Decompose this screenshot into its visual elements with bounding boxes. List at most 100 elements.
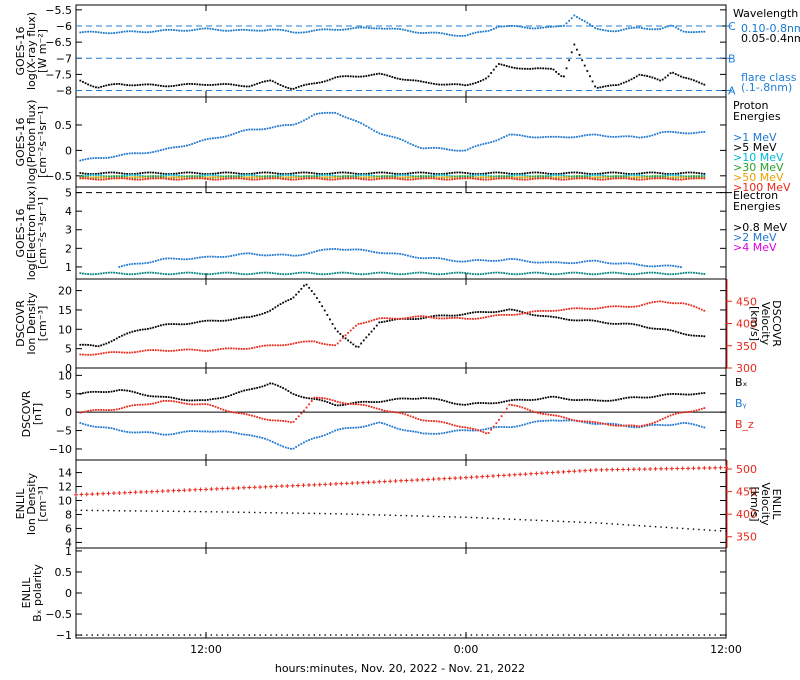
dscovr_mag-point (401, 429, 404, 431)
xray-point (412, 79, 415, 82)
proton-point (352, 177, 355, 180)
electron-frame (75, 186, 727, 280)
dscovr_mag-point (615, 399, 617, 401)
dscovr_plasma-point (115, 351, 118, 354)
dscovr_mag-point (568, 419, 571, 422)
dscovr_plasma-point (550, 315, 552, 318)
electron-point (277, 253, 279, 256)
proton-point (529, 171, 532, 174)
electron-point (199, 256, 201, 259)
enlil_bx-point (199, 634, 202, 636)
dscovr_mag-point (651, 422, 654, 425)
dscovr_mag-point (664, 416, 667, 419)
dscovr_mag-point (469, 427, 472, 430)
dscovr_mag-frame (75, 367, 727, 461)
proton-point (583, 172, 586, 175)
electron-point (609, 271, 612, 274)
proton-point (149, 151, 152, 154)
proton-point (157, 172, 160, 175)
dscovr_plasma-point (152, 326, 155, 329)
proton-point (425, 177, 428, 179)
xray-point (342, 28, 344, 31)
proton-point (643, 178, 646, 181)
dscovr_mag-point (500, 426, 503, 428)
dscovr_mag-point (300, 412, 303, 415)
electron-point (287, 273, 290, 276)
proton-point (386, 177, 389, 179)
electron-point (180, 258, 183, 261)
electron-point (123, 264, 126, 267)
dscovr_mag-point (695, 409, 698, 412)
electron-point (316, 272, 318, 275)
electron-point (206, 255, 209, 258)
dscovr_plasma-point (615, 305, 617, 308)
proton-point (199, 140, 201, 143)
dscovr_plasma-point (139, 350, 142, 353)
proton-point (316, 174, 318, 177)
electron-point (466, 272, 469, 275)
proton-point (500, 177, 503, 180)
proton-point (352, 175, 355, 178)
dscovr_plasma-point (87, 343, 90, 346)
proton-point (209, 174, 212, 176)
dscovr_plasma-point (316, 341, 318, 344)
dscovr_plasma-point (115, 337, 118, 340)
xray-point (131, 30, 134, 33)
xray-point (110, 32, 113, 35)
dscovr_mag-point (698, 425, 701, 427)
xray-point (659, 79, 662, 82)
dscovr_plasma-point (682, 302, 685, 305)
proton-point (100, 174, 103, 177)
proton-point (612, 175, 615, 178)
dscovr_mag-point (204, 399, 207, 402)
proton-point (661, 131, 664, 134)
proton-point (682, 176, 685, 179)
electron-point (555, 261, 558, 264)
electron-point (464, 260, 467, 263)
xray-point (310, 82, 313, 85)
dscovr_mag-point (222, 408, 225, 411)
dscovr_mag-point (438, 398, 441, 401)
xray-point (651, 76, 654, 79)
dscovr_mag-point (313, 396, 316, 399)
proton-point (459, 177, 461, 180)
dscovr_mag-point (365, 404, 368, 407)
dscovr_mag-point (589, 398, 591, 401)
proton-point (329, 111, 331, 114)
dscovr_mag-point (565, 398, 568, 401)
xray-point (560, 25, 563, 28)
xray-point (235, 29, 238, 32)
proton-point (555, 135, 558, 138)
dscovr_plasma-point (492, 311, 495, 314)
dscovr_mag-point (277, 419, 279, 422)
xray-point (308, 83, 311, 85)
proton-point (352, 119, 355, 121)
enlil_plasma-point (247, 485, 252, 490)
dscovr_plasma-point (661, 328, 664, 331)
xray-point (232, 83, 235, 86)
electron-point (581, 272, 584, 275)
proton-point (602, 176, 604, 179)
proton-point (521, 174, 524, 177)
dscovr_mag-point (453, 424, 456, 427)
enlil_plasma-point (426, 477, 431, 482)
dscovr_mag-point (430, 420, 433, 422)
dscovr_mag-point (459, 425, 461, 428)
proton-point (300, 120, 303, 123)
dscovr_mag-point (693, 423, 695, 426)
xray-ytick-label: −6.5 (45, 36, 72, 49)
proton-point (633, 135, 636, 138)
enlil_bx-point (405, 634, 408, 636)
dscovr_mag-point (331, 399, 334, 402)
electron-point (196, 272, 199, 275)
electron-point (295, 272, 298, 275)
dscovr_mag-point (659, 419, 662, 422)
proton-point (641, 136, 643, 139)
proton-point (591, 178, 594, 180)
dscovr_mag-point (274, 383, 277, 386)
dscovr_plasma-point (227, 347, 230, 350)
xray-point (178, 29, 181, 32)
electron-point (550, 261, 552, 264)
dscovr_mag-point (602, 399, 604, 402)
electron-point (451, 259, 454, 262)
